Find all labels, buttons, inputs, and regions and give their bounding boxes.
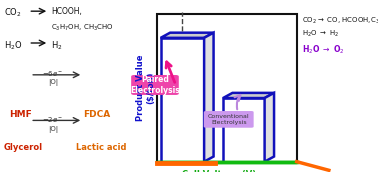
Text: Paired
Electrolysis: Paired Electrolysis bbox=[130, 75, 180, 95]
Text: Cell Voltage (V): Cell Voltage (V) bbox=[182, 170, 256, 172]
Text: FDCA: FDCA bbox=[83, 110, 110, 119]
FancyBboxPatch shape bbox=[131, 75, 179, 95]
Text: |O|: |O| bbox=[48, 126, 58, 133]
FancyBboxPatch shape bbox=[204, 111, 254, 128]
Text: Lactic acid: Lactic acid bbox=[76, 143, 126, 152]
Text: C$_3$H$_7$OH, CH$_3$CHO: C$_3$H$_7$OH, CH$_3$CHO bbox=[51, 22, 114, 33]
Polygon shape bbox=[204, 33, 214, 162]
Bar bbox=[161, 38, 204, 162]
Text: H$_2$: H$_2$ bbox=[51, 40, 63, 52]
Text: $-6e^-$: $-6e^-$ bbox=[42, 69, 64, 78]
Text: Product Value
($/ton): Product Value ($/ton) bbox=[136, 55, 155, 121]
Text: HCOOH,: HCOOH, bbox=[51, 7, 82, 16]
Polygon shape bbox=[161, 33, 214, 38]
Text: Glycerol: Glycerol bbox=[4, 143, 43, 152]
Bar bbox=[157, 14, 297, 162]
Text: H$_2$O: H$_2$O bbox=[4, 40, 22, 52]
Text: Conventional
Electrolysis: Conventional Electrolysis bbox=[208, 114, 249, 125]
Text: CO$_2$: CO$_2$ bbox=[4, 7, 22, 19]
Text: H$_2$O $\to$ O$_2$: H$_2$O $\to$ O$_2$ bbox=[302, 43, 345, 56]
Polygon shape bbox=[223, 93, 274, 98]
Polygon shape bbox=[265, 93, 274, 162]
Text: H$_2$O $\to$ H$_2$: H$_2$O $\to$ H$_2$ bbox=[302, 29, 339, 39]
Text: HMF: HMF bbox=[9, 110, 32, 119]
Text: CO$_2$$\to$ CO, HCOOH,C$_3$H$_7$OH: CO$_2$$\to$ CO, HCOOH,C$_3$H$_7$OH bbox=[302, 15, 378, 26]
Bar bbox=[223, 98, 265, 162]
Text: $-2e^-$: $-2e^-$ bbox=[42, 115, 64, 124]
Text: |O|: |O| bbox=[48, 79, 58, 86]
